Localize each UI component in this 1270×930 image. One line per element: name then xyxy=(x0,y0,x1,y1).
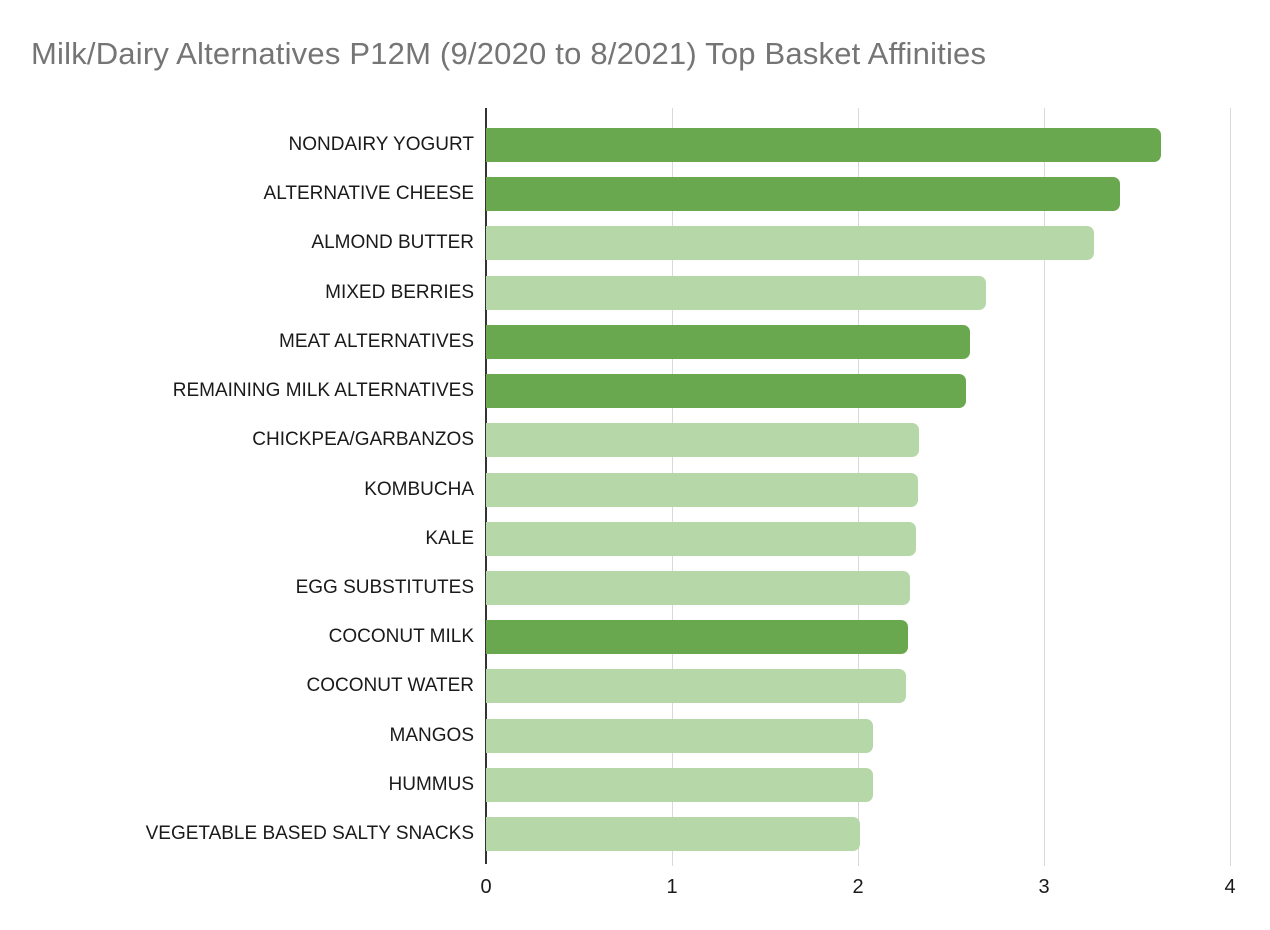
x-tick-label: 2 xyxy=(852,876,864,898)
bar xyxy=(486,177,1121,212)
x-tick-label: 0 xyxy=(480,876,492,898)
category-label: EGG SUBSTITUTES xyxy=(295,576,474,598)
category-label: COCONUT MILK xyxy=(328,626,474,648)
chart-title: Milk/Dairy Alternatives P12M (9/2020 to … xyxy=(31,36,987,71)
category-label: KOMBUCHA xyxy=(364,478,474,500)
bar xyxy=(486,767,873,802)
gridline xyxy=(1230,108,1231,866)
bar xyxy=(486,521,916,556)
bar xyxy=(486,620,909,655)
category-label: ALTERNATIVE CHEESE xyxy=(263,183,474,205)
bar xyxy=(486,817,860,852)
bar xyxy=(486,423,920,458)
category-label: KALE xyxy=(425,527,474,549)
category-label: ALMOND BUTTER xyxy=(311,232,474,254)
bar xyxy=(486,324,970,359)
bar xyxy=(486,128,1162,162)
bar xyxy=(486,472,918,507)
bar xyxy=(486,718,873,753)
category-label: HUMMUS xyxy=(388,773,475,795)
category-label: MEAT ALTERNATIVES xyxy=(279,330,474,352)
x-tick-label: 3 xyxy=(1038,876,1050,898)
category-label: COCONUT WATER xyxy=(306,675,474,697)
category-label: VEGETABLE BASED SALTY SNACKS xyxy=(145,823,474,845)
category-label: NONDAIRY YOGURT xyxy=(288,134,474,155)
category-label: REMAINING MILK ALTERNATIVES xyxy=(172,380,474,402)
x-tick-label: 4 xyxy=(1224,876,1236,898)
category-label: MANGOS xyxy=(389,724,474,746)
category-label: MIXED BERRIES xyxy=(325,281,474,303)
gridline xyxy=(1044,108,1045,866)
bar xyxy=(486,669,907,704)
bar xyxy=(486,275,987,310)
bar xyxy=(486,570,911,605)
bar xyxy=(486,374,966,409)
bar xyxy=(486,226,1095,261)
x-tick-label: 1 xyxy=(666,876,678,898)
category-label: CHICKPEA/GARBANZOS xyxy=(252,429,474,451)
